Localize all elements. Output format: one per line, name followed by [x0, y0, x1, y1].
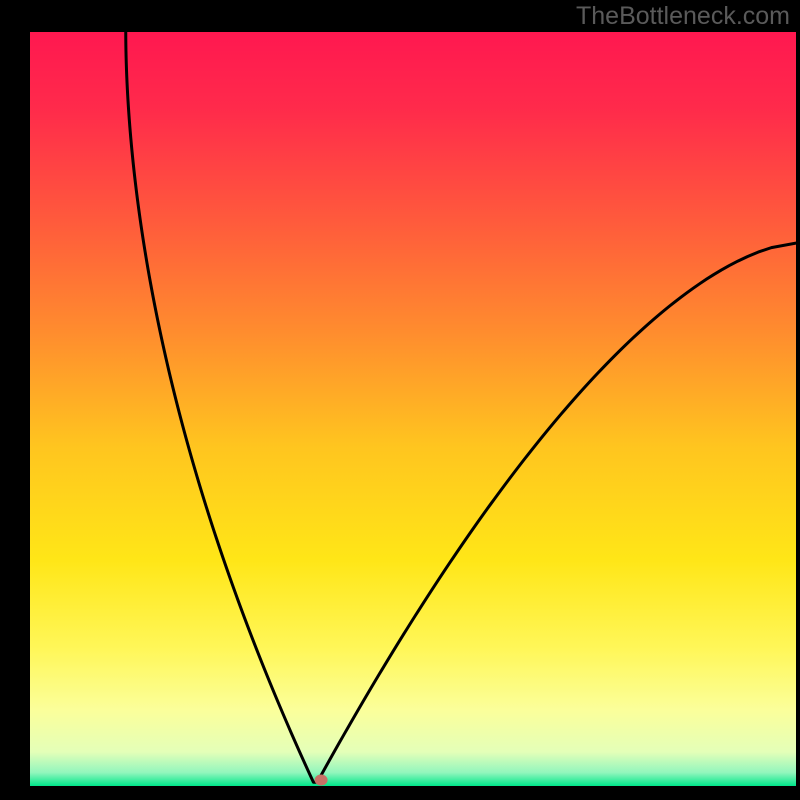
- watermark-text: TheBottleneck.com: [576, 2, 790, 31]
- plot-area: [30, 32, 796, 786]
- bottleneck-curve: [126, 32, 796, 782]
- curve-layer: [30, 32, 796, 786]
- optimum-marker: [315, 774, 328, 785]
